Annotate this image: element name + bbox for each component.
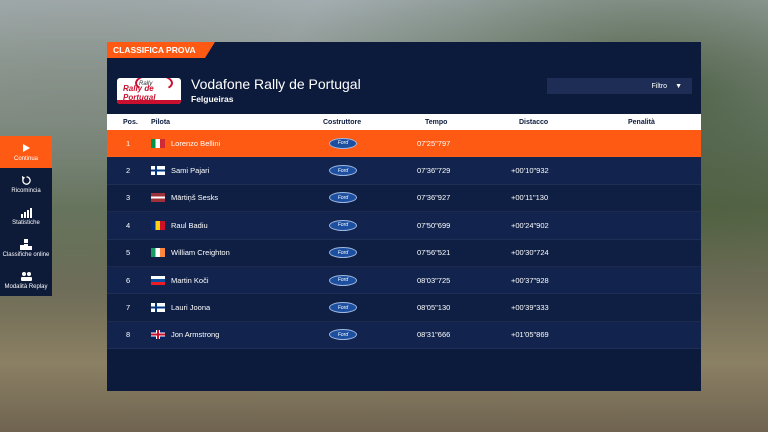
menu-item-label: Modalità Replay (4, 284, 48, 290)
rally-portugal-logo: Rally Rally de Portugal (117, 78, 181, 104)
leaderboard-icon (20, 238, 32, 250)
row-gap: +00'10"932 (511, 166, 549, 176)
finland-flag-icon (151, 303, 165, 313)
italy-flag-icon (151, 138, 165, 148)
dropdown-arrow-icon: ▼ (675, 82, 682, 90)
results-table: 1 Lorenzo Bellini Ford 07'25"797 2 Sami … (107, 130, 701, 350)
row-driver: Lorenzo Bellini (171, 138, 221, 148)
row-pos: 4 (126, 220, 131, 230)
row-gap: +00'11"130 (511, 193, 549, 203)
logo-text: Rally de Portugal (123, 84, 156, 102)
row-time: 08'31"666 (417, 330, 451, 340)
row-driver: Raul Badiu (171, 220, 208, 230)
table-row[interactable]: 2 Sami Pajari Ford 07'36"729 +00'10"932 (107, 157, 701, 185)
ireland-flag-icon (151, 248, 165, 258)
row-driver: Martin Koči (171, 275, 209, 285)
row-time: 07'36"927 (417, 193, 451, 203)
menu-item-stats[interactable]: Statistiche (0, 200, 52, 232)
row-pos: 1 (126, 138, 131, 148)
row-gap: +00'24"902 (511, 220, 549, 230)
row-gap: +00'37"928 (511, 275, 549, 285)
menu-item-label: Classifiche online (2, 252, 50, 258)
row-pos: 8 (126, 330, 131, 340)
table-row[interactable]: 4 Raul Badiu Ford 07'50"699 +00'24"902 (107, 212, 701, 240)
ford-logo-icon: Ford (329, 247, 357, 259)
table-header: Pos. Pilota Costruttore Tempo Distacco P… (107, 114, 701, 130)
ford-logo-icon: Ford (329, 219, 357, 231)
row-pos: 5 (126, 248, 131, 258)
row-time: 07'50"699 (417, 220, 451, 230)
row-pos: 3 (126, 193, 131, 203)
table-row[interactable]: 7 Lauri Joona Ford 08'05"130 +00'39"333 (107, 294, 701, 322)
stage-classification-tab: CLASSIFICA PROVA (107, 42, 215, 58)
col-time: Tempo (425, 118, 448, 126)
event-title: Vodafone Rally de Portugal (191, 76, 361, 92)
filter-dropdown[interactable]: Filtro ▼ (547, 78, 692, 94)
row-driver: Mārtiņš Sesks (171, 193, 219, 203)
logo-rally-text: Rally (139, 81, 153, 87)
col-driver: Pilota (151, 118, 171, 126)
row-gap: +00'30"724 (511, 248, 549, 258)
row-driver: Lauri Joona (171, 303, 211, 313)
col-gap: Distacco (519, 118, 549, 126)
logo-arc (135, 78, 173, 92)
play-icon (21, 142, 31, 154)
uk-flag-icon (151, 330, 165, 340)
table-row[interactable]: 6 Martin Koči Ford 08'03"725 +00'37"928 (107, 266, 701, 295)
side-menu: Continua Ricomincia Statistiche Classifi… (0, 136, 52, 296)
table-row[interactable]: 1 Lorenzo Bellini Ford 07'25"797 (107, 130, 701, 158)
menu-item-online-leaderboards[interactable]: Classifiche online (0, 232, 52, 264)
filter-label: Filtro (651, 82, 668, 90)
replay-icon (20, 270, 33, 282)
panel-header: Rally Rally de Portugal Vodafone Rally d… (107, 58, 701, 114)
ford-logo-icon: Ford (329, 274, 357, 286)
row-time: 07'25"797 (417, 138, 451, 148)
stage-name: Felgueiras (191, 94, 234, 104)
row-pos: 2 (126, 166, 131, 176)
menu-item-continue[interactable]: Continua (0, 136, 52, 168)
menu-item-label: Continua (13, 156, 39, 162)
row-pos: 7 (126, 303, 131, 313)
row-driver: Sami Pajari (171, 166, 210, 176)
ford-logo-icon: Ford (329, 165, 357, 177)
row-driver: William Creighton (171, 248, 230, 258)
row-time: 07'56"521 (417, 248, 451, 258)
menu-item-label: Statistiche (12, 220, 40, 226)
table-row[interactable]: 8 Jon Armstrong Ford 08'31"666 +01'05"86… (107, 321, 701, 350)
ford-logo-icon: Ford (329, 192, 357, 204)
ford-logo-icon: Ford (329, 302, 357, 314)
slovakia-flag-icon (151, 275, 165, 285)
table-row[interactable]: 5 William Creighton Ford 07'56"521 +00'3… (107, 239, 701, 267)
ford-logo-icon: Ford (329, 137, 357, 149)
row-driver: Jon Armstrong (171, 330, 220, 340)
col-pos: Pos. (123, 118, 138, 126)
row-pos: 6 (126, 275, 131, 285)
menu-item-replay-mode[interactable]: Modalità Replay (0, 264, 52, 296)
romania-flag-icon (151, 220, 165, 230)
table-row[interactable]: 3 Mārtiņš Sesks Ford 07'36"927 +00'11"13… (107, 184, 701, 213)
row-gap: +00'39"333 (511, 303, 549, 313)
col-penalty: Penalità (628, 118, 655, 126)
stats-icon (20, 206, 32, 218)
logo-band (117, 100, 181, 104)
latvia-flag-icon (151, 193, 165, 203)
row-gap: +01'05"869 (511, 330, 549, 340)
row-time: 08'03"725 (417, 275, 451, 285)
classification-panel: Rally Rally de Portugal Vodafone Rally d… (107, 42, 701, 391)
row-time: 07'36"729 (417, 166, 451, 176)
finland-flag-icon (151, 166, 165, 176)
menu-item-restart[interactable]: Ricomincia (0, 168, 52, 200)
ford-logo-icon: Ford (329, 329, 357, 341)
col-maker: Costruttore (323, 118, 362, 126)
row-time: 08'05"130 (417, 303, 451, 313)
restart-icon (21, 174, 32, 186)
menu-item-label: Ricomincia (11, 188, 41, 194)
